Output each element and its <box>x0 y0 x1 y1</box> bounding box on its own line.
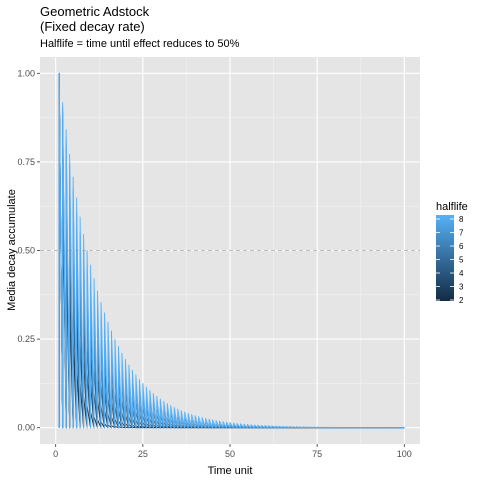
y-tick-label: 0.50 <box>17 246 35 256</box>
y-tick-label: 1.00 <box>17 68 35 78</box>
legend-tick-label: 8 <box>459 215 464 224</box>
legend-tick-label: 2 <box>459 296 464 305</box>
x-tick-label: 25 <box>138 449 148 459</box>
legend-tick-label: 5 <box>459 256 464 265</box>
series-line-halflife-8 <box>58 72 405 429</box>
x-axis-label: Time unit <box>208 465 253 477</box>
x-tick-label: 0 <box>53 449 58 459</box>
y-axis-ticks: 0.00 0.25 0.50 0.75 1.00 <box>17 68 40 433</box>
x-tick-label: 100 <box>397 449 412 459</box>
chart-subtitle: Halflife = time until effect reduces to … <box>40 38 240 50</box>
chart-title-line-1: Geometric Adstock <box>40 4 150 19</box>
series-group <box>58 72 405 429</box>
chart-title-line-2: (Fixed decay rate) <box>40 19 145 34</box>
y-tick-label: 0.00 <box>17 423 35 433</box>
legend-tick-label: 7 <box>459 229 464 238</box>
legend-tick-label: 6 <box>459 242 464 251</box>
legend-colorbar <box>436 215 454 301</box>
x-tick-label: 50 <box>225 449 235 459</box>
legend-title: halflife <box>436 201 468 213</box>
legend: halflife 2 3 4 5 6 7 8 <box>436 201 468 305</box>
y-axis-label: Media decay accumulate <box>6 189 18 311</box>
legend-tick-label: 3 <box>459 283 464 292</box>
y-tick-label: 0.75 <box>17 157 35 167</box>
x-tick-label: 75 <box>312 449 322 459</box>
y-tick-label: 0.25 <box>17 334 35 344</box>
x-axis-ticks: 0 25 50 75 100 <box>53 444 412 459</box>
legend-tick-label: 4 <box>459 269 464 278</box>
legend-ticks: 2 3 4 5 6 7 8 <box>436 215 464 305</box>
